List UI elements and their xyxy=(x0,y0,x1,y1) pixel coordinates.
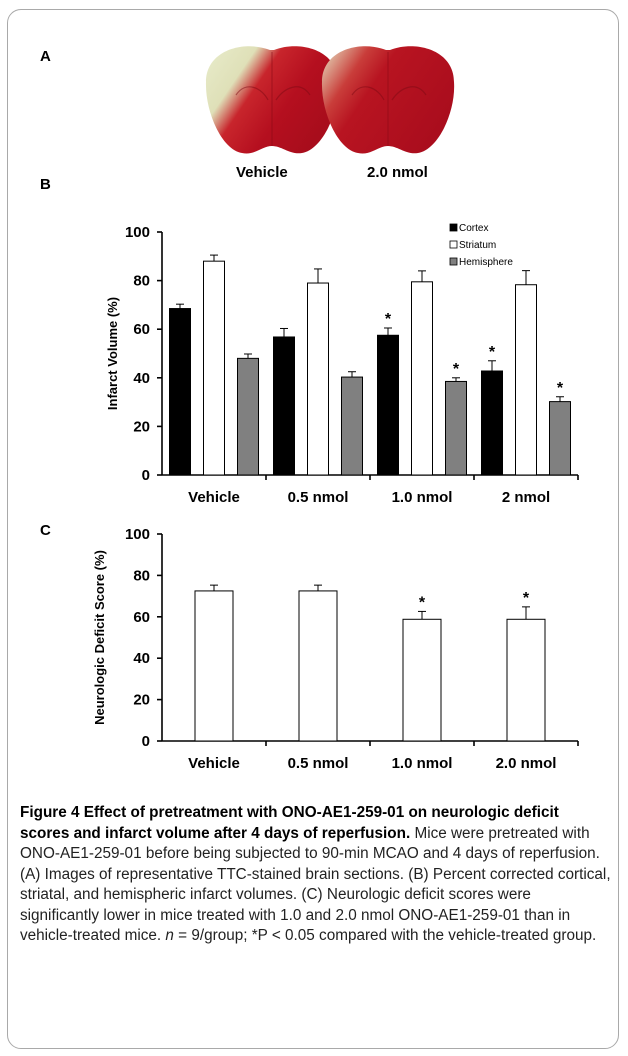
figure-frame xyxy=(7,9,619,1049)
significance-marker: * xyxy=(557,380,564,397)
y-tick-label: 60 xyxy=(133,609,150,626)
y-tick-label: 0 xyxy=(142,733,150,750)
significance-marker: * xyxy=(489,344,496,361)
y-tick-label: 40 xyxy=(133,650,150,667)
bar xyxy=(506,618,546,742)
panel-label-b: B xyxy=(40,176,51,193)
bar xyxy=(481,370,503,476)
brain-section-vehicle-icon xyxy=(205,46,339,154)
caption-n-symbol: n xyxy=(165,927,174,944)
x-category-label: 1.0 nmol xyxy=(392,755,453,772)
caption-title-end: . xyxy=(405,824,411,842)
brain-label-vehicle: Vehicle xyxy=(236,164,288,181)
bar xyxy=(549,401,571,476)
infarct-volume-chart: 0 20 40 60 80 100 Infarct Volume (%) Vehicle 0.5… xyxy=(105,223,579,506)
neurologic-deficit-chart: 0 20 40 60 80 100 Neurologic Deficit Score (%)… xyxy=(92,526,579,772)
legend-label: Hemisphere xyxy=(459,257,513,268)
brain-section-2nmol-icon xyxy=(321,46,455,154)
caption-body-2: = 9/group; *P < 0.05 compared with the v… xyxy=(173,927,597,944)
bar xyxy=(515,284,537,476)
bar xyxy=(307,282,329,476)
bar xyxy=(445,380,467,476)
bar xyxy=(203,260,225,476)
y-tick-label: 100 xyxy=(125,526,150,543)
y-tick-label: 20 xyxy=(133,418,150,435)
caption-body-1: Mice were pretreated with ONO-AE1-259-01… xyxy=(20,824,611,945)
brain-label-2nmol: 2.0 nmol xyxy=(367,164,428,181)
brain-images xyxy=(205,46,455,154)
bar xyxy=(377,334,399,476)
legend-swatch xyxy=(449,223,458,232)
y-tick-label: 80 xyxy=(133,273,150,290)
legend-swatch xyxy=(449,240,458,249)
panel-label-c: C xyxy=(40,522,51,539)
x-category-label: 0.5 nmol xyxy=(288,489,349,506)
x-category-label: Vehicle xyxy=(188,755,240,772)
y-tick-label: 60 xyxy=(133,321,150,338)
legend-swatch xyxy=(449,257,458,266)
bar xyxy=(237,357,259,476)
figure-caption: Figure 4 Effect of pretreatment with ONO… xyxy=(20,803,612,947)
y-tick-label: 20 xyxy=(133,692,150,709)
y-axis-label: Infarct Volume (%) xyxy=(105,297,120,410)
x-category-label: 2 nmol xyxy=(502,489,550,506)
y-tick-label: 80 xyxy=(133,567,150,584)
x-category-label: 2.0 nmol xyxy=(496,755,557,772)
significance-marker: * xyxy=(419,594,426,611)
x-category-label: Vehicle xyxy=(188,489,240,506)
caption-title: Figure 4 Effect of pretreatment with ONO… xyxy=(20,804,559,842)
significance-marker: * xyxy=(523,590,530,607)
x-category-label: 1.0 nmol xyxy=(392,489,453,506)
significance-marker: * xyxy=(453,361,460,378)
bar xyxy=(341,376,363,476)
bar xyxy=(169,308,191,476)
bar xyxy=(402,618,442,742)
bar xyxy=(411,281,433,476)
significance-marker: * xyxy=(385,311,392,328)
legend-label: Cortex xyxy=(459,223,488,234)
bar xyxy=(273,336,295,476)
x-category-label: 0.5 nmol xyxy=(288,755,349,772)
legend-label: Striatum xyxy=(459,240,496,251)
panel-label-a: A xyxy=(40,48,51,65)
y-tick-label: 100 xyxy=(125,224,150,241)
bar xyxy=(194,590,234,742)
y-axis-label: Neurologic Deficit Score (%) xyxy=(92,550,107,725)
bar xyxy=(298,590,338,742)
y-tick-label: 40 xyxy=(133,370,150,387)
y-tick-label: 0 xyxy=(142,467,150,484)
